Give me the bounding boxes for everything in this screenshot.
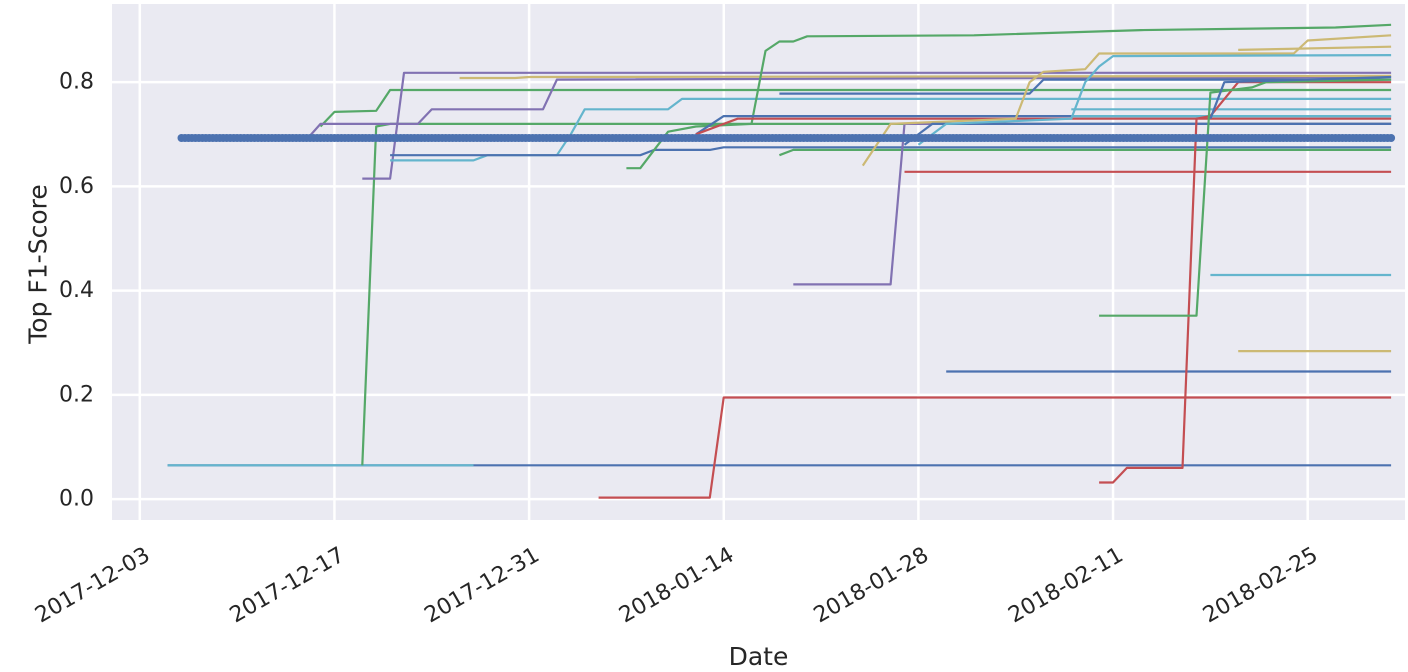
series-line-s14	[779, 148, 1392, 157]
series-line-s17	[861, 34, 1392, 167]
x-tick-label: 2017-12-03	[31, 543, 154, 629]
series-line-s13	[695, 117, 1392, 136]
x-tick-label: 2018-02-25	[1199, 543, 1322, 629]
baseline-series	[177, 134, 1396, 142]
series-line-s25	[1099, 78, 1392, 317]
series-line-s03	[319, 88, 1392, 128]
series-lines	[167, 23, 1392, 499]
x-axis-ticks: 2017-12-03 2017-12-17 2017-12-31 2018-01-14…	[31, 543, 1322, 629]
y-axis-ticks: 0.0 0.2 0.4 0.6 0.8	[59, 70, 94, 512]
series-line-s15	[779, 78, 1392, 95]
x-axis-title: Date	[729, 642, 789, 671]
series-line-s26	[1209, 75, 1392, 120]
series-line-s06	[305, 75, 1392, 141]
series-line-s10	[598, 396, 1392, 499]
y-tick-label: 0.2	[59, 382, 94, 407]
series-line-s05	[362, 71, 1392, 180]
series-line-s11	[626, 23, 1392, 170]
y-tick-label: 0.8	[59, 70, 94, 95]
y-tick-label: 0.4	[59, 278, 94, 303]
series-line-s24	[1099, 81, 1392, 484]
y-tick-label: 0.6	[59, 174, 94, 199]
y-axis-title: Top F1-Score	[24, 184, 53, 344]
x-tick-label: 2018-01-28	[810, 543, 933, 629]
series-line-s20	[917, 54, 1392, 146]
x-tick-label: 2018-02-11	[1004, 543, 1127, 629]
x-tick-label: 2017-12-31	[420, 543, 543, 629]
series-line-s27	[1238, 45, 1392, 51]
series-line-s09	[390, 146, 1392, 157]
x-tick-label: 2018-01-14	[615, 543, 738, 629]
x-tick-label: 2017-12-17	[226, 543, 349, 629]
baseline-marker	[1387, 134, 1396, 142]
y-tick-label: 0.0	[59, 487, 94, 512]
series-line-s07	[459, 74, 1392, 80]
